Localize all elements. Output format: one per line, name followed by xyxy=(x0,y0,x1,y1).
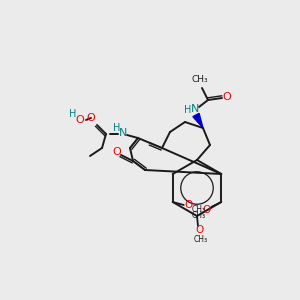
Text: O: O xyxy=(76,115,84,125)
Text: O: O xyxy=(202,205,210,215)
Text: O: O xyxy=(87,113,95,123)
Text: O: O xyxy=(223,92,231,102)
Text: N: N xyxy=(191,104,199,114)
Text: H: H xyxy=(113,123,121,133)
Text: H: H xyxy=(184,105,192,115)
Text: N: N xyxy=(119,128,127,138)
Text: CH₃: CH₃ xyxy=(192,74,208,83)
Polygon shape xyxy=(193,113,203,128)
Text: CH₃: CH₃ xyxy=(191,212,205,220)
Text: O: O xyxy=(195,225,203,235)
Text: O: O xyxy=(112,147,122,157)
Text: CH₃: CH₃ xyxy=(192,206,206,214)
Text: CH₃: CH₃ xyxy=(194,235,208,244)
Text: H: H xyxy=(69,109,77,119)
Text: O: O xyxy=(184,200,193,210)
